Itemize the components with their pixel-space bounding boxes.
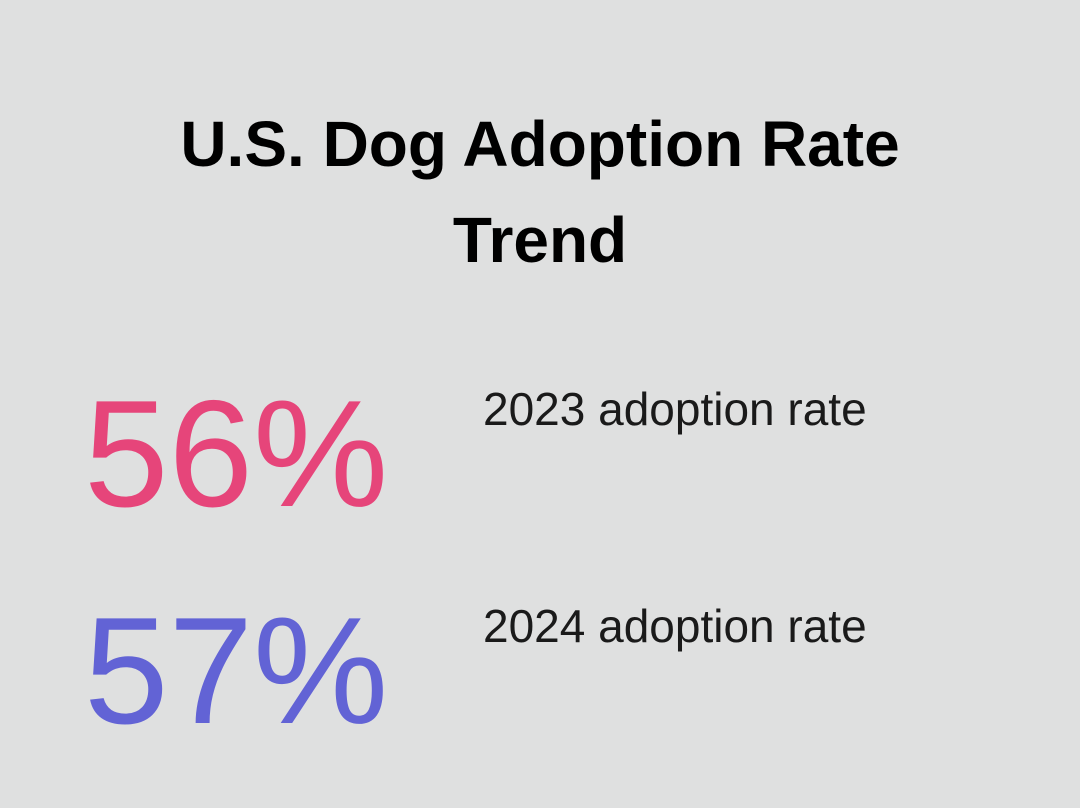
stat-value: 56% <box>84 369 389 539</box>
title: U.S. Dog Adoption Rate Trend <box>180 108 900 276</box>
stat-label: 2024 adoption rate <box>483 600 867 652</box>
stat-value: 57% <box>84 586 389 756</box>
stat-label: 2023 adoption rate <box>483 383 867 435</box>
